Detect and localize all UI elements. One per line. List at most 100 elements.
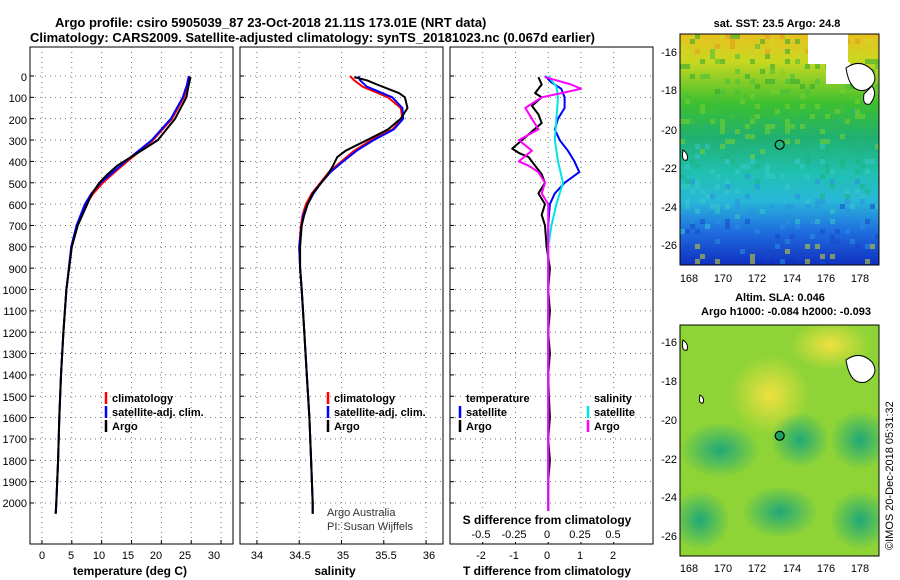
sst-pixel bbox=[840, 134, 845, 139]
sal-tick: 34 bbox=[251, 550, 263, 562]
sst-pixel bbox=[815, 244, 820, 249]
sst-pixel bbox=[745, 124, 750, 129]
difference-grid bbox=[450, 47, 653, 544]
salinity-lines bbox=[298, 75, 409, 514]
sst-pixel bbox=[690, 99, 695, 104]
island-outline bbox=[845, 355, 876, 384]
sst-pixel bbox=[730, 129, 735, 134]
sst-pixel bbox=[685, 49, 690, 54]
lon-tick: 176 bbox=[817, 563, 835, 575]
sst-pixel bbox=[710, 204, 715, 209]
sst-pixel bbox=[755, 84, 760, 89]
sst-pixel bbox=[730, 149, 735, 154]
sst-pixel bbox=[875, 204, 879, 209]
sst-pixel bbox=[720, 34, 725, 39]
sst-pixel bbox=[720, 124, 725, 129]
sst-pixel bbox=[870, 159, 875, 164]
sst-pixel bbox=[770, 89, 775, 94]
sst-pixel bbox=[815, 219, 820, 224]
sst-pixel bbox=[855, 169, 860, 174]
sst-pixel bbox=[820, 99, 825, 104]
sst-pixel bbox=[780, 34, 785, 39]
sst-pixel bbox=[685, 119, 690, 124]
sst-pixel bbox=[790, 79, 795, 84]
legend-label: satellite bbox=[594, 407, 635, 419]
sst-pixel bbox=[685, 94, 690, 99]
sst-map: sat. SST: 23.5 Argo: 24.8 -16 -18 -20 -2… bbox=[661, 18, 880, 285]
sst-pixel bbox=[855, 39, 860, 44]
sst-pixel bbox=[740, 144, 745, 149]
sla-low-anomaly bbox=[770, 412, 830, 468]
sla-map-subtitle: Argo h1000: -0.084 h2000: -0.093 bbox=[701, 306, 871, 318]
sst-pixel bbox=[805, 204, 810, 209]
sst-pixel bbox=[820, 159, 825, 164]
sst-pixel bbox=[705, 194, 710, 199]
sst-pixel bbox=[755, 49, 760, 54]
temperature-legend: climatology satellite-adj. clim. Argo bbox=[104, 392, 204, 433]
sst-pixel bbox=[750, 79, 755, 84]
sst-pixel bbox=[835, 239, 840, 244]
sst-pixel bbox=[805, 49, 810, 54]
difference-x-axis: -2 -1 0 1 2 T difference from climatolog… bbox=[456, 511, 648, 578]
sst-pixel bbox=[875, 84, 879, 89]
t-diff-tick: 0 bbox=[544, 550, 550, 562]
series-line-argo-salinity bbox=[517, 76, 582, 514]
sst-pixel bbox=[875, 59, 879, 64]
sst-pixel bbox=[695, 259, 700, 264]
sst-pixel bbox=[790, 74, 795, 79]
sst-pixel bbox=[780, 224, 785, 229]
temperature-grid bbox=[30, 47, 233, 544]
depth-tick: 1800 bbox=[3, 456, 27, 468]
sst-pixel bbox=[715, 239, 720, 244]
sst-pixel bbox=[795, 59, 800, 64]
sst-pixel bbox=[695, 144, 700, 149]
sst-pixel bbox=[685, 64, 690, 69]
sst-pixel bbox=[845, 84, 850, 89]
depth-tick: 1600 bbox=[3, 413, 27, 425]
sst-pixel bbox=[820, 199, 825, 204]
sst-pixel bbox=[745, 134, 750, 139]
sst-pixel bbox=[725, 179, 730, 184]
sst-pixel bbox=[680, 119, 685, 124]
sla-low-anomaly bbox=[742, 486, 818, 538]
sst-pixel bbox=[790, 124, 795, 129]
depth-tick: 1900 bbox=[3, 477, 27, 489]
sst-pixel bbox=[845, 209, 850, 214]
sst-lon-ticks: 168 170 172 174 176 178 bbox=[680, 273, 869, 285]
sst-pixel bbox=[725, 34, 730, 39]
sst-pixel bbox=[825, 149, 830, 154]
sst-pixel bbox=[785, 129, 790, 134]
lon-tick: 174 bbox=[783, 273, 801, 285]
depth-tick: 1500 bbox=[3, 392, 27, 404]
sst-pixel bbox=[685, 179, 690, 184]
sst-pixel bbox=[855, 244, 860, 249]
sla-low-anomaly bbox=[680, 490, 730, 550]
sst-pixel bbox=[765, 49, 770, 54]
sst-pixel bbox=[840, 164, 845, 169]
lon-tick: 168 bbox=[680, 563, 698, 575]
depth-tick: 400 bbox=[9, 157, 27, 169]
sst-pixel bbox=[780, 84, 785, 89]
legend-label: Argo bbox=[466, 421, 492, 433]
lat-tick: -20 bbox=[661, 415, 677, 427]
sst-pixel bbox=[715, 89, 720, 94]
sst-pixel bbox=[710, 119, 715, 124]
depth-tick: 500 bbox=[9, 179, 27, 191]
sst-pixel bbox=[825, 139, 830, 144]
sst-pixel bbox=[795, 39, 800, 44]
sst-pixel-noise bbox=[680, 34, 879, 264]
sst-pixel bbox=[725, 134, 730, 139]
sst-pixel bbox=[785, 34, 790, 39]
sst-pixel bbox=[820, 194, 825, 199]
sst-pixel bbox=[695, 184, 700, 189]
legend-label: Argo bbox=[112, 421, 138, 433]
sst-pixel bbox=[745, 219, 750, 224]
sst-pixel bbox=[690, 74, 695, 79]
sst-pixel bbox=[840, 159, 845, 164]
sst-pixel bbox=[685, 184, 690, 189]
sst-pixel bbox=[820, 259, 825, 264]
sst-pixel bbox=[800, 164, 805, 169]
sal-tick: 34.5 bbox=[289, 550, 310, 562]
temperature-x-axis: 0 5 10 15 20 25 30 temperature (deg C) bbox=[39, 550, 220, 578]
sst-pixel bbox=[750, 94, 755, 99]
